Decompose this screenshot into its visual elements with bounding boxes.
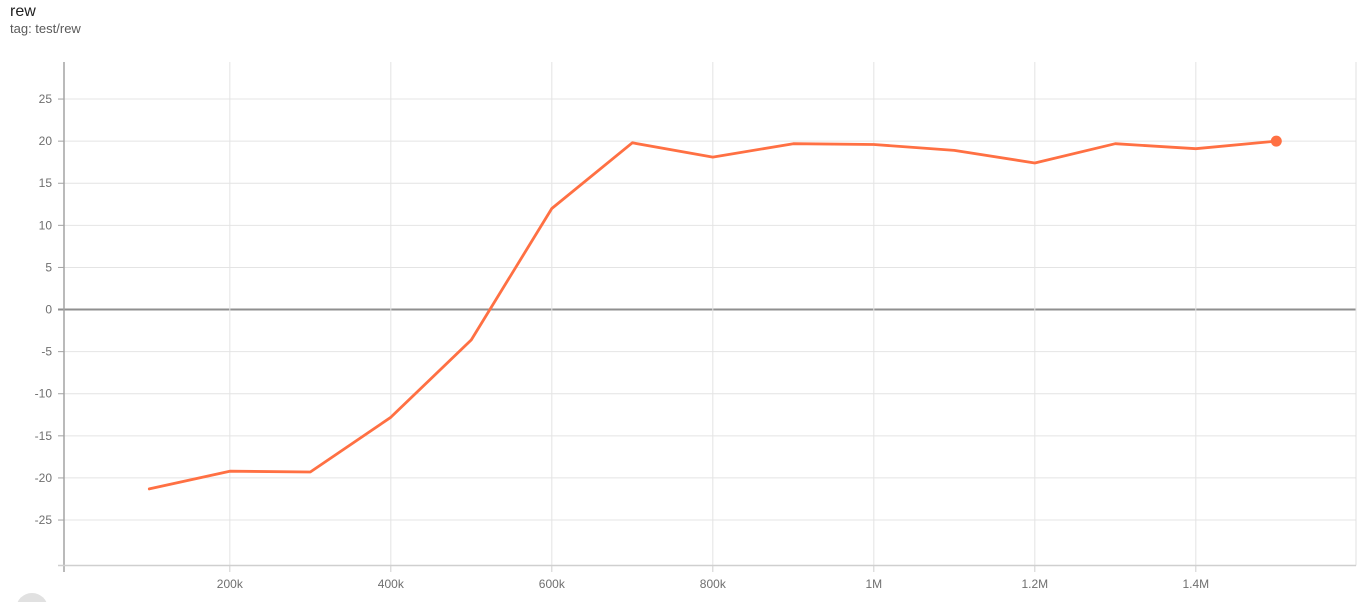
- series: [147, 135, 1282, 491]
- axes: [58, 62, 1357, 572]
- y-tick-label: 15: [39, 176, 53, 190]
- y-tick-label: -20: [35, 471, 53, 485]
- y-tick-label: 10: [39, 218, 53, 232]
- y-tick-label: -10: [35, 387, 53, 401]
- x-tick-label: 800k: [700, 577, 727, 591]
- x-tick-label: 400k: [378, 577, 405, 591]
- gridlines: [58, 62, 1356, 566]
- x-tick-label: 1.2M: [1021, 577, 1048, 591]
- y-tick-label: -5: [41, 345, 52, 359]
- x-tick-label: 200k: [217, 577, 244, 591]
- y-tick-label: -25: [35, 513, 53, 527]
- chart-title: rew: [10, 3, 36, 20]
- x-tick-label: 600k: [539, 577, 566, 591]
- x-tick-label: 1M: [865, 577, 882, 591]
- y-tick-label: 25: [39, 92, 53, 106]
- y-tick-label: -15: [35, 429, 53, 443]
- corner-circle-button[interactable]: [16, 593, 48, 602]
- y-tick-label: 5: [45, 260, 52, 274]
- chart-tag-subtitle: tag: test/rew: [10, 21, 81, 36]
- y-tick-label: 20: [39, 134, 53, 148]
- series-line-test-rew: [147, 139, 1278, 491]
- y-tick-label: 0: [45, 303, 52, 317]
- x-tick-label: 1.4M: [1182, 577, 1209, 591]
- tick-labels: -25 -20 -15 -10 -5 0 5 10 15 20 25 200k 400k 600k 800k…: [35, 92, 1209, 591]
- series-endpoint-marker: [1270, 135, 1282, 147]
